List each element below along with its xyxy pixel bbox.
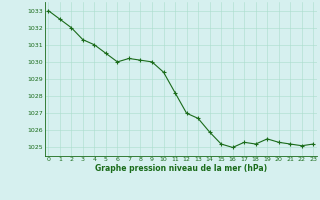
- X-axis label: Graphe pression niveau de la mer (hPa): Graphe pression niveau de la mer (hPa): [95, 164, 267, 173]
